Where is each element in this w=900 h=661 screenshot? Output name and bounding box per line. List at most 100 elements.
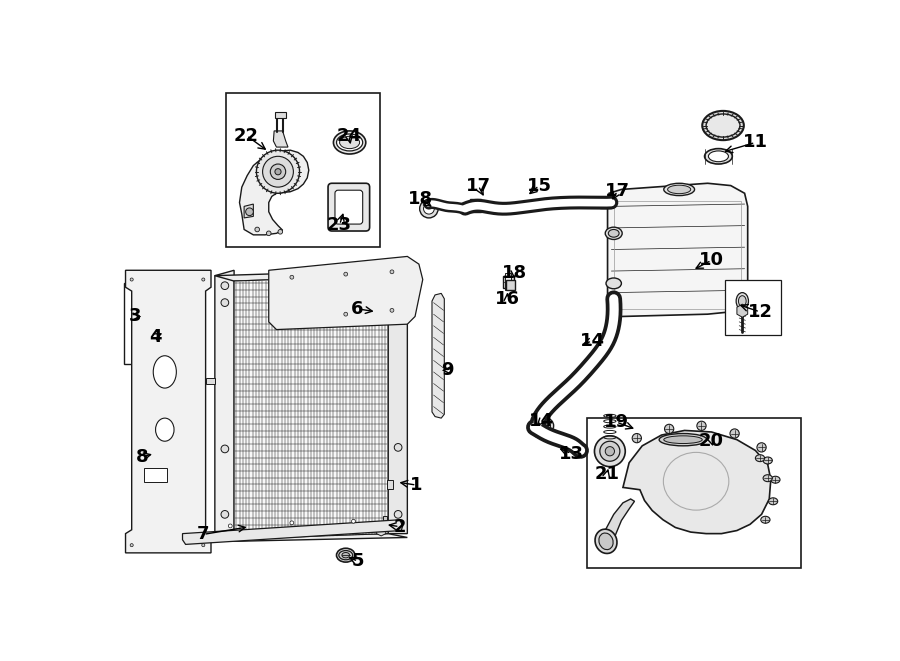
Circle shape — [344, 272, 347, 276]
Circle shape — [730, 429, 739, 438]
Bar — [505, 274, 511, 290]
Polygon shape — [215, 533, 408, 541]
Text: 1: 1 — [410, 476, 423, 494]
Circle shape — [290, 521, 293, 525]
Ellipse shape — [706, 114, 740, 137]
Bar — [506, 280, 515, 290]
Ellipse shape — [708, 151, 728, 162]
Text: 18: 18 — [408, 190, 433, 208]
Bar — [503, 276, 514, 288]
Text: 8: 8 — [136, 447, 149, 465]
Ellipse shape — [705, 149, 733, 164]
Circle shape — [278, 229, 283, 234]
Circle shape — [290, 275, 293, 279]
Ellipse shape — [769, 498, 778, 505]
Polygon shape — [388, 270, 408, 533]
Ellipse shape — [659, 434, 706, 446]
Circle shape — [536, 426, 545, 435]
Text: 6: 6 — [351, 300, 364, 318]
Bar — [274, 112, 285, 118]
Bar — [471, 200, 482, 212]
Circle shape — [632, 434, 642, 443]
Bar — [599, 197, 610, 208]
Ellipse shape — [337, 548, 355, 562]
Circle shape — [538, 418, 554, 434]
Circle shape — [270, 164, 285, 179]
Circle shape — [202, 278, 205, 281]
Polygon shape — [215, 270, 234, 537]
Text: 12: 12 — [748, 303, 772, 321]
FancyBboxPatch shape — [335, 190, 363, 224]
Polygon shape — [239, 150, 309, 235]
Ellipse shape — [702, 111, 743, 140]
Ellipse shape — [763, 475, 772, 482]
Circle shape — [599, 442, 620, 461]
Circle shape — [202, 543, 205, 547]
Polygon shape — [432, 293, 445, 418]
Bar — [124, 284, 194, 364]
Circle shape — [424, 204, 435, 214]
Circle shape — [255, 227, 259, 232]
Ellipse shape — [595, 529, 617, 553]
Text: 24: 24 — [337, 126, 361, 145]
Polygon shape — [737, 304, 748, 317]
Polygon shape — [234, 276, 388, 539]
Text: 13: 13 — [559, 445, 584, 463]
Text: 23: 23 — [327, 216, 352, 234]
Circle shape — [664, 424, 674, 434]
Circle shape — [541, 421, 551, 430]
FancyBboxPatch shape — [328, 183, 370, 231]
Ellipse shape — [760, 516, 770, 524]
Ellipse shape — [342, 553, 349, 558]
Text: 15: 15 — [526, 176, 552, 194]
Ellipse shape — [339, 136, 360, 149]
Circle shape — [130, 278, 133, 281]
Polygon shape — [183, 520, 402, 545]
Polygon shape — [623, 430, 770, 533]
Bar — [140, 304, 147, 313]
Ellipse shape — [606, 278, 621, 289]
Text: 17: 17 — [605, 182, 630, 200]
Bar — [381, 522, 390, 528]
Ellipse shape — [333, 131, 365, 154]
Circle shape — [394, 444, 402, 451]
Ellipse shape — [664, 183, 695, 196]
Circle shape — [394, 510, 402, 518]
Polygon shape — [131, 293, 155, 340]
Circle shape — [221, 282, 229, 290]
Text: 21: 21 — [594, 465, 619, 483]
Circle shape — [390, 270, 394, 274]
Ellipse shape — [154, 329, 171, 341]
Ellipse shape — [337, 134, 363, 151]
Circle shape — [394, 299, 402, 307]
Bar — [227, 93, 381, 247]
Bar — [725, 280, 781, 335]
Text: 4: 4 — [149, 327, 162, 346]
Bar — [382, 516, 387, 524]
Circle shape — [274, 169, 281, 175]
Circle shape — [697, 421, 706, 430]
Text: 17: 17 — [465, 176, 491, 194]
Text: 22: 22 — [234, 126, 259, 145]
Text: 20: 20 — [699, 432, 724, 450]
Polygon shape — [244, 204, 254, 218]
Ellipse shape — [763, 457, 772, 464]
Circle shape — [533, 423, 548, 438]
Circle shape — [344, 312, 347, 316]
Polygon shape — [125, 270, 211, 553]
Ellipse shape — [605, 227, 622, 239]
Text: 5: 5 — [352, 553, 365, 570]
Circle shape — [246, 208, 254, 215]
Circle shape — [221, 299, 229, 307]
Ellipse shape — [668, 185, 690, 194]
Circle shape — [221, 510, 229, 518]
Text: 3: 3 — [130, 307, 142, 325]
Ellipse shape — [770, 477, 780, 483]
Text: 14: 14 — [580, 332, 605, 350]
Text: 7: 7 — [197, 525, 210, 543]
Ellipse shape — [153, 356, 176, 388]
Bar — [144, 468, 167, 482]
Text: 2: 2 — [393, 518, 406, 535]
Text: 11: 11 — [742, 134, 768, 151]
Text: 19: 19 — [604, 413, 628, 431]
